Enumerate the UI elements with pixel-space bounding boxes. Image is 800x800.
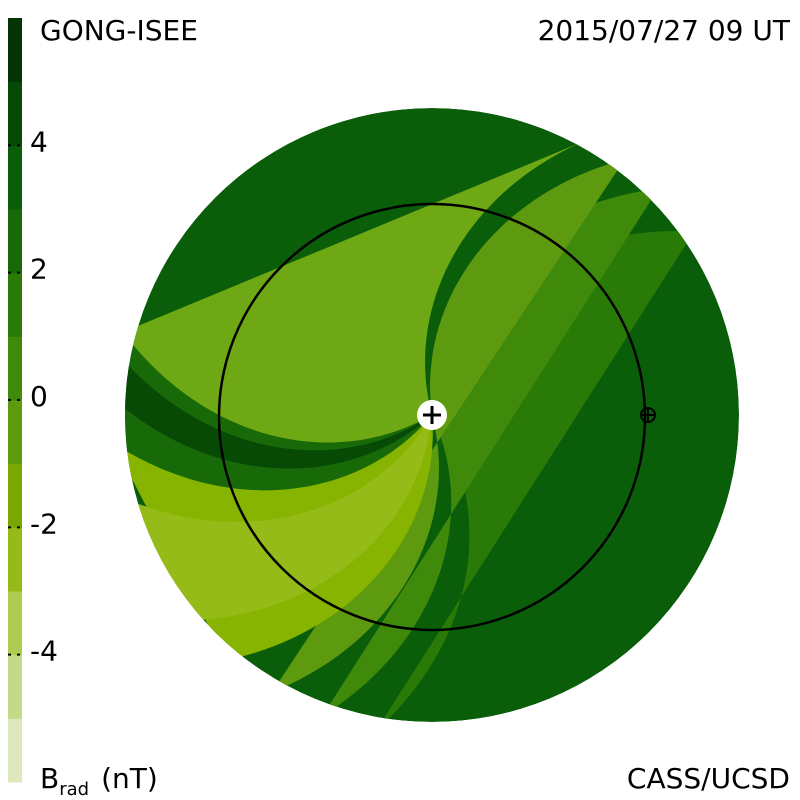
solar-wind-field (125, 108, 739, 722)
unit: (nT) (101, 762, 158, 795)
source-label: GONG-ISEE (40, 14, 198, 47)
colorbar-tick-label: 2 (30, 253, 48, 286)
colorbar-tick-label: 4 (30, 125, 48, 158)
colorbar-segment (8, 463, 22, 528)
timestamp: 2015/07/27 09 UT (538, 14, 791, 47)
field-band (125, 415, 432, 621)
colorbar-tick-label: 0 (30, 380, 48, 413)
colorbar-segment (8, 81, 22, 146)
colorbar-segment (8, 209, 22, 274)
sun-cross (423, 406, 441, 424)
colorbar-segment (8, 718, 22, 783)
colorbar-tick-label: -2 (30, 507, 58, 540)
colorbar-segment (8, 654, 22, 719)
field-band (125, 353, 432, 469)
field-band (125, 137, 592, 443)
colorbar-segment (8, 400, 22, 465)
field-band (272, 159, 625, 693)
colorbar-segment (8, 527, 22, 592)
colorbar-segment (8, 272, 22, 337)
colorbar-segment (8, 18, 22, 83)
colorbar-segment (8, 591, 22, 656)
unit-label: Brad (nT) (40, 762, 158, 800)
subscript: rad (59, 779, 89, 800)
colorbar-segment (8, 145, 22, 210)
credit: CASS/UCSD (627, 762, 790, 795)
earth (640, 407, 656, 423)
field-band (322, 188, 659, 716)
colorbar-tick-label: -4 (30, 635, 58, 668)
symbol: B (40, 762, 59, 795)
earth-orbit (217, 202, 647, 632)
colorbar-segment (8, 336, 22, 401)
